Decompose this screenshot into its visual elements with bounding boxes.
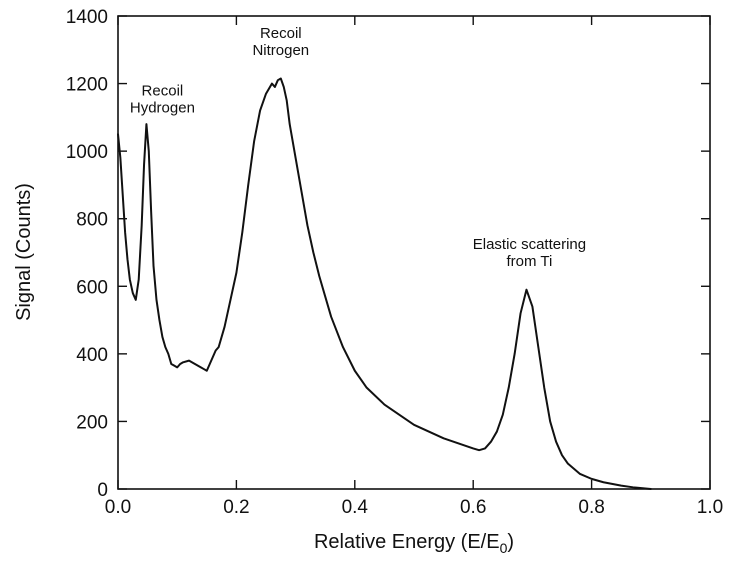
x-axis-title-main: Relative Energy (E/E [314,531,500,553]
annotation-line: Recoil [142,82,184,99]
annotation-line: Nitrogen [252,42,309,59]
annotation-label: Recoil Nitrogen [252,25,309,59]
y-tick-label: 1000 [66,142,108,163]
x-axis-title-subscript: 0 [500,540,508,556]
annotation-label: Recoil Hydrogen [130,82,195,116]
x-tick-label: 0.8 [578,497,604,518]
y-tick-label: 600 [76,277,108,298]
y-axis-title: Signal (Counts) [13,183,35,321]
x-axis-title: Relative Energy (E/E0) [314,531,514,556]
y-ticks: 0 200 400 600 800 1000 1200 1400 [66,7,710,501]
x-tick-label: 0.4 [342,497,369,518]
annotation-label: Elastic scattering from Ti [473,236,586,270]
y-tick-label: 400 [76,345,108,366]
y-tick-label: 0 [97,480,108,501]
y-tick-label: 200 [76,412,108,433]
annotation-line: Recoil [260,25,302,42]
x-tick-label: 1.0 [697,497,723,518]
x-ticks: 0.0 0.2 0.4 0.6 0.8 1.0 [105,16,723,518]
x-axis-title-suffix: ) [507,531,514,553]
y-tick-label: 1400 [66,7,108,28]
series-line [117,77,652,490]
annotation-line: Hydrogen [130,99,195,116]
annotation-line: from Ti [507,253,553,270]
x-tick-label: 0.2 [223,497,249,518]
annotation-line: Elastic scattering [473,236,586,253]
y-tick-label: 800 [76,210,108,231]
y-tick-label: 1200 [66,75,108,96]
x-tick-label: 0.6 [460,497,486,518]
plot-frame [117,15,711,490]
x-tick-label: 0.0 [105,497,131,518]
